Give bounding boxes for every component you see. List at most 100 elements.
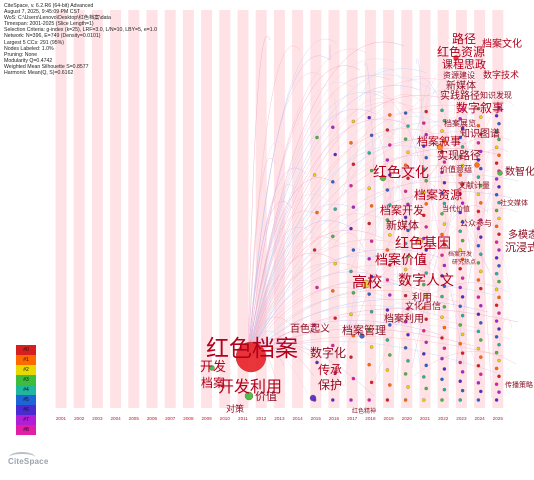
keyword-node[interactable] [424,225,428,229]
keyword-node[interactable] [476,381,481,385]
keyword-node[interactable] [479,166,483,171]
keyword-node[interactable] [440,356,444,361]
keyword-node[interactable] [351,333,356,338]
keyword-node[interactable] [385,308,390,312]
keyword-node[interactable] [424,271,428,275]
keyword-node[interactable] [458,285,462,290]
keyword-node[interactable] [422,121,426,125]
keyword-node[interactable] [312,323,317,327]
keyword-node[interactable] [458,210,462,215]
keyword-node[interactable] [479,201,483,205]
keyword-node[interactable] [479,183,483,188]
keyword-node[interactable] [479,286,483,291]
keyword-node[interactable] [385,188,390,192]
keyword-node[interactable] [494,287,499,292]
keyword-node[interactable] [440,232,444,237]
keyword-node[interactable] [367,398,371,402]
keyword-node[interactable] [422,305,426,310]
keyword-node[interactable] [460,276,465,280]
keyword-node[interactable] [422,167,426,171]
keyword-node[interactable] [424,202,428,206]
keyword-node[interactable] [442,243,447,247]
keyword-node[interactable] [333,261,337,266]
keyword-node[interactable] [440,253,444,257]
keyword-node[interactable] [440,336,444,340]
keyword-node[interactable] [422,236,426,241]
keyword-node[interactable] [497,248,501,252]
keyword-node[interactable] [312,173,317,177]
keyword-node[interactable] [458,398,462,402]
keyword-node[interactable] [476,295,481,299]
keyword-node[interactable] [367,115,371,120]
keyword-node[interactable] [369,133,374,138]
keyword-node[interactable] [385,128,390,132]
keyword-node[interactable] [479,149,483,154]
keyword-node[interactable] [476,158,481,162]
keyword-node[interactable] [497,153,501,158]
keyword-node[interactable] [458,191,462,196]
keyword-node[interactable] [460,145,465,149]
keyword-node[interactable] [406,176,410,181]
keyword-node[interactable] [403,372,408,376]
keyword-node[interactable] [460,370,465,374]
keyword-node[interactable] [406,306,410,311]
keyword-node[interactable] [315,135,319,140]
keyword-node[interactable] [349,312,353,317]
keyword-node[interactable] [403,346,408,350]
keyword-node[interactable] [460,182,465,187]
keyword-node[interactable] [440,170,444,175]
keyword-node[interactable] [349,226,353,231]
keyword-node[interactable] [474,162,480,168]
keyword-node[interactable] [333,370,337,375]
keyword-node[interactable] [440,294,444,299]
keyword-node[interactable] [424,386,428,391]
keyword-node[interactable] [494,382,499,386]
keyword-node[interactable] [497,121,501,126]
keyword-node[interactable] [351,291,356,295]
keyword-node[interactable] [351,205,356,209]
keyword-node[interactable] [442,118,447,123]
keyword-node[interactable] [442,181,447,185]
keyword-node[interactable] [331,180,335,184]
keyword-node[interactable] [479,355,483,359]
keyword-node[interactable] [476,106,481,111]
keyword-node[interactable] [403,241,408,246]
keyword-node[interactable] [349,141,353,145]
keyword-node[interactable] [440,212,444,216]
keyword-node[interactable] [497,358,501,363]
keyword-node[interactable] [235,341,267,373]
keyword-node[interactable] [476,123,481,128]
keyword-node[interactable] [460,201,465,205]
keyword-node[interactable] [494,398,499,402]
keyword-node[interactable] [460,107,465,112]
keyword-node[interactable] [388,113,392,117]
keyword-node[interactable] [388,263,392,267]
keyword-node[interactable] [424,179,428,183]
keyword-node[interactable] [367,327,371,332]
keyword-node[interactable] [422,375,426,379]
keyword-node[interactable] [385,218,390,222]
keyword-node[interactable] [442,367,447,371]
keyword-node[interactable] [422,259,426,264]
keyword-node[interactable] [422,282,426,287]
keyword-node[interactable] [331,398,335,402]
keyword-node[interactable] [442,284,447,288]
keyword-node[interactable] [497,216,501,221]
keyword-node[interactable] [476,363,481,368]
keyword-node[interactable] [369,204,374,208]
keyword-node[interactable] [388,323,392,327]
keyword-node[interactable] [497,106,501,110]
keyword-node[interactable] [497,311,501,315]
keyword-node[interactable] [406,385,410,389]
keyword-node[interactable] [442,387,447,392]
keyword-node[interactable] [388,233,392,237]
keyword-node[interactable] [369,239,374,243]
keyword-node[interactable] [361,279,371,289]
keyword-node[interactable] [369,345,374,349]
keyword-node[interactable] [403,267,408,272]
keyword-node[interactable] [497,137,501,142]
keyword-node[interactable] [476,209,481,214]
keyword-node[interactable] [440,129,444,133]
keyword-node[interactable] [367,151,371,155]
